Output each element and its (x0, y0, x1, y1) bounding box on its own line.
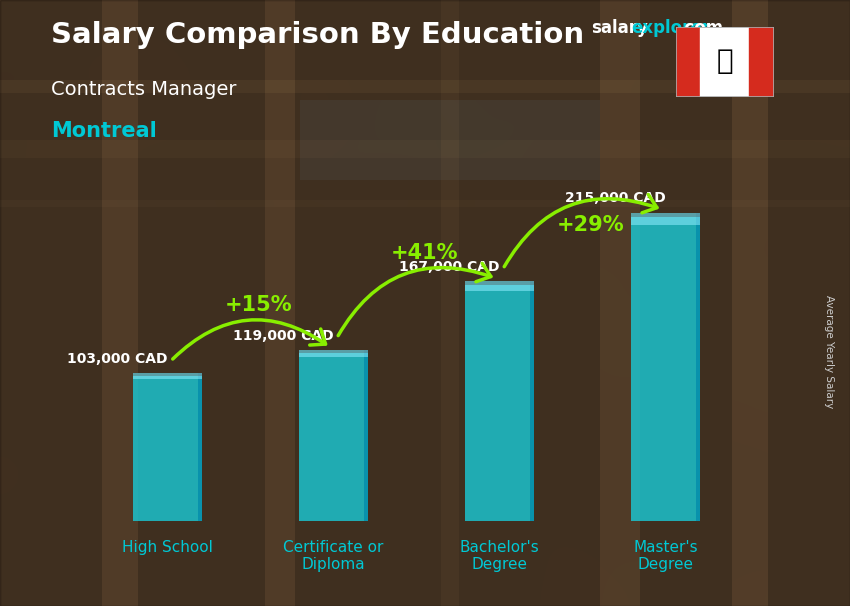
Bar (749, 27, 774, 97)
Bar (465, 281, 535, 521)
Bar (530, 281, 535, 521)
Text: Contracts Manager: Contracts Manager (51, 80, 236, 99)
Text: salary: salary (591, 19, 648, 38)
Text: 🍁: 🍁 (717, 47, 733, 75)
Text: Master's
Degree: Master's Degree (633, 540, 698, 572)
Text: Salary Comparison By Education: Salary Comparison By Education (51, 21, 584, 49)
Text: +29%: +29% (557, 215, 625, 235)
Text: Bachelor's
Degree: Bachelor's Degree (460, 540, 540, 572)
Bar (198, 373, 202, 521)
Bar (364, 350, 368, 521)
Bar (700, 27, 749, 97)
Text: explorer: explorer (632, 19, 711, 38)
Text: Average Yearly Salary: Average Yearly Salary (824, 295, 834, 408)
Bar (631, 213, 700, 225)
Bar (133, 373, 202, 521)
Bar (298, 350, 368, 353)
Bar (676, 27, 700, 97)
FancyArrowPatch shape (173, 320, 326, 359)
Text: High School: High School (122, 540, 212, 554)
Text: 167,000 CAD: 167,000 CAD (400, 260, 500, 274)
Text: Montreal: Montreal (51, 121, 156, 141)
Text: 103,000 CAD: 103,000 CAD (67, 351, 167, 365)
Text: +15%: +15% (225, 295, 292, 315)
Text: 119,000 CAD: 119,000 CAD (234, 328, 334, 342)
Bar (298, 350, 368, 521)
Text: 215,000 CAD: 215,000 CAD (565, 191, 666, 205)
FancyArrowPatch shape (504, 195, 657, 267)
Bar (298, 350, 368, 357)
Text: Certificate or
Diploma: Certificate or Diploma (283, 540, 383, 572)
Bar (631, 213, 700, 217)
Bar (133, 373, 202, 376)
Bar (133, 373, 202, 379)
Bar (465, 281, 535, 285)
FancyArrowPatch shape (338, 264, 491, 336)
Text: .com: .com (678, 19, 723, 38)
Text: +41%: +41% (391, 242, 458, 262)
Bar (631, 213, 700, 521)
Bar (696, 213, 700, 521)
Bar (465, 281, 535, 291)
